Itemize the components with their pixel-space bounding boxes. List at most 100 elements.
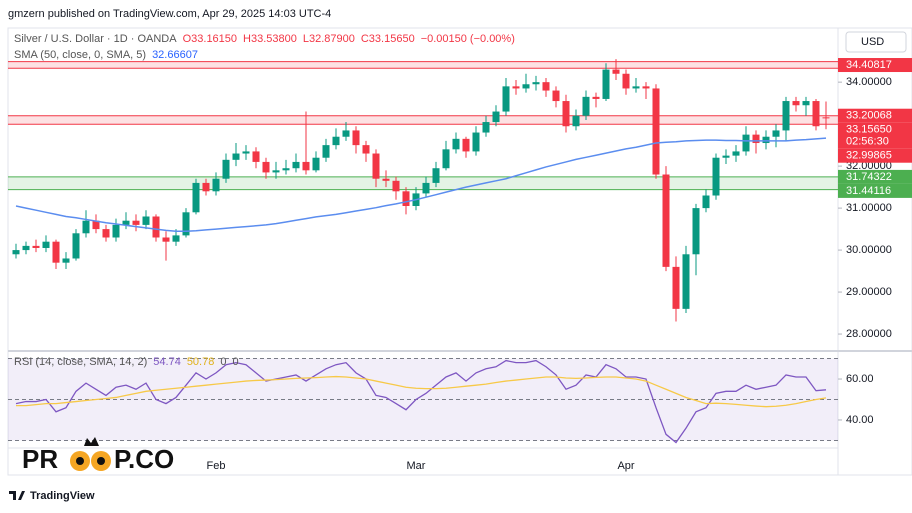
candle-body — [632, 86, 640, 89]
candle-body — [462, 138, 470, 152]
candle-body — [662, 174, 670, 267]
rsi-name: RSI (14, close, SMA, 14, 2) — [14, 356, 148, 368]
candle-body — [172, 235, 180, 242]
y-tick-label: 32.00000 — [846, 160, 892, 172]
symbol: Silver / U.S. Dollar · 1D · OANDA — [14, 33, 177, 45]
currency-box[interactable] — [845, 31, 907, 53]
candle-body — [362, 145, 370, 154]
candle-body — [522, 84, 530, 89]
candle-body — [202, 182, 210, 192]
price-badge-label: 31.74322 — [846, 171, 892, 183]
candle-body — [62, 258, 70, 263]
crown-icon — [84, 437, 99, 446]
candle-body — [382, 178, 390, 181]
candle-body — [82, 220, 90, 234]
candle-body — [772, 130, 780, 137]
candle-body — [672, 266, 680, 309]
rsi-value: 54.74 — [153, 356, 181, 368]
rsi-line — [16, 375, 827, 408]
candle-body — [472, 132, 480, 152]
price-badge — [838, 183, 912, 198]
price-badge — [838, 108, 912, 123]
candle-body — [452, 138, 460, 150]
currency: USD — [861, 36, 884, 48]
x-tick-label: Apr — [617, 460, 634, 472]
rsi-lower: 0 — [232, 356, 239, 368]
candle-body — [22, 245, 30, 251]
tradingview-logo[interactable]: TradingView — [9, 490, 95, 502]
logo-icon — [9, 491, 25, 500]
candle-body — [42, 241, 50, 248]
candle-body — [642, 86, 650, 89]
candle-body — [12, 250, 20, 255]
rsi-ma-value: 50.78 — [186, 356, 215, 368]
candle-body — [512, 86, 520, 89]
candle-body — [762, 136, 770, 144]
candle-body — [212, 178, 220, 192]
price-axis: 28.00000 29.00000 30.00000 31.00000 32.00000… — [838, 58, 912, 426]
sma-value: 32.66607 — [152, 49, 198, 61]
candle-body — [422, 182, 430, 194]
candle-body — [242, 151, 250, 154]
candle-body — [372, 153, 380, 179]
candle-body — [72, 233, 80, 259]
candle-body — [402, 191, 410, 207]
candle-body — [612, 69, 620, 74]
candle-body — [312, 157, 320, 171]
candle-body — [822, 117, 830, 119]
countdown: 02:56:30 — [846, 136, 889, 148]
candle-body — [732, 151, 740, 156]
candle-body — [102, 229, 110, 238]
price-badge-label: 32.99865 — [846, 150, 892, 162]
y-tick-label: 40.00 — [846, 414, 874, 426]
price-badge-label: 31.44116 — [846, 185, 891, 197]
ohlc-open: O33.16150 — [182, 33, 238, 45]
candle-body — [332, 136, 340, 146]
price-badge — [838, 58, 912, 73]
candle-body — [122, 220, 130, 225]
candle-body — [232, 153, 240, 160]
candle-body — [152, 216, 160, 238]
owl-pupil — [76, 457, 84, 465]
candle-body — [562, 101, 570, 127]
candle-body — [52, 241, 60, 263]
candle-body — [582, 96, 590, 116]
candle-body — [542, 82, 550, 91]
logo-text: TradingView — [30, 490, 95, 502]
price-pane — [8, 59, 838, 322]
candle-body — [192, 182, 200, 213]
candle-body — [262, 161, 270, 173]
candle-body — [752, 134, 760, 144]
x-tick-label: Mar — [407, 460, 426, 472]
watermark: PR P.CO — [22, 437, 174, 474]
candle-body — [182, 212, 190, 236]
candle-body — [492, 111, 500, 123]
watermark-right: P.CO — [114, 444, 174, 474]
candle-body — [132, 220, 140, 225]
rsi-upper: 0 — [220, 356, 227, 368]
candle-body — [392, 180, 400, 192]
rsi-pane: Feb Mar Apr — [8, 358, 838, 472]
price-badge-label: 33.15650 — [846, 124, 892, 136]
candle-body — [572, 115, 580, 127]
ohlc-close: C33.15650 — [360, 33, 415, 45]
candle-body — [442, 149, 450, 169]
candle-body — [162, 237, 170, 242]
sma-name: SMA (50, close, 0, SMA, 5) — [14, 49, 147, 61]
candle-body — [92, 220, 100, 230]
zone — [8, 115, 838, 125]
y-tick-label: 30.00000 — [846, 244, 892, 256]
candle-body — [292, 161, 300, 169]
candle-body — [782, 101, 790, 131]
candle-body — [322, 145, 330, 158]
y-tick-label: 60.00 — [846, 373, 874, 385]
publish-header: gmzern published on TradingView.com, Apr… — [8, 8, 331, 20]
candle-body — [352, 130, 360, 146]
candle-body — [552, 90, 560, 102]
candle-body — [722, 155, 730, 158]
candle-body — [652, 88, 660, 175]
rsi-legend: RSI (14, close, SMA, 14, 2) 54.74 50.78 … — [14, 356, 239, 368]
owl-pupil — [97, 457, 105, 465]
